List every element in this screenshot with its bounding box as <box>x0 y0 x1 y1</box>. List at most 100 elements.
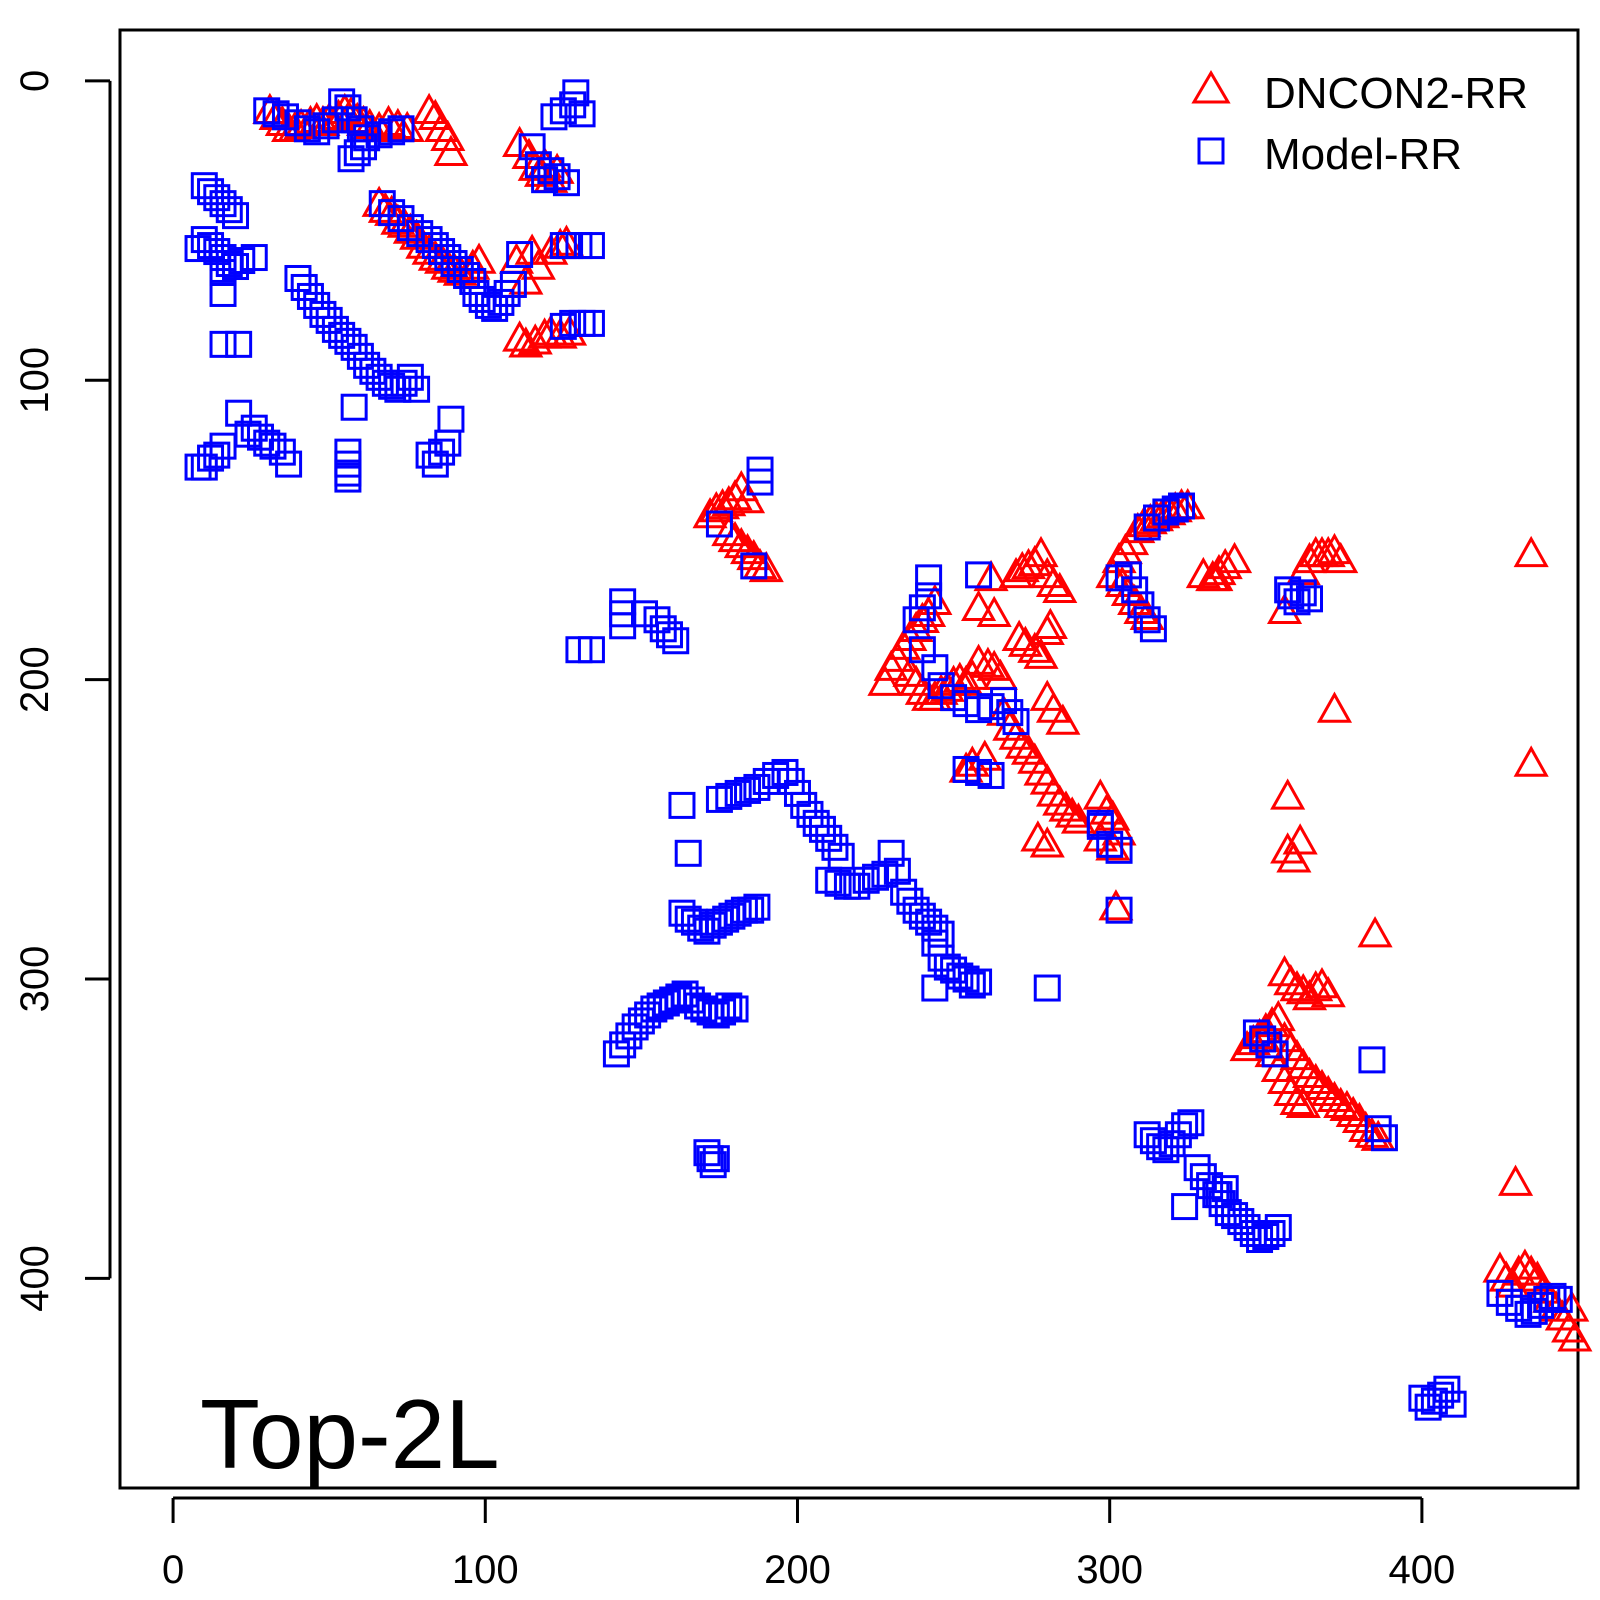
model-point <box>577 636 605 664</box>
dncon2-point <box>961 643 997 675</box>
dncon2-point <box>1298 1062 1334 1095</box>
dncon2-point <box>1507 1248 1543 1280</box>
model-point <box>209 432 237 460</box>
dncon2-point <box>711 514 747 547</box>
model-point <box>958 971 986 999</box>
model-point <box>1121 576 1149 604</box>
model-point <box>225 399 253 427</box>
model-point <box>977 761 1005 789</box>
model-point <box>378 118 406 146</box>
model-point <box>1539 1282 1567 1310</box>
model-point <box>737 896 765 924</box>
dncon2-point <box>1316 1080 1353 1113</box>
model-point <box>209 279 237 307</box>
dncon2-point <box>1035 565 1072 598</box>
dncon2-point <box>1054 796 1090 828</box>
model-point <box>1002 708 1030 736</box>
model-point <box>493 279 521 307</box>
model-point <box>453 261 481 289</box>
dncon2-point <box>1048 790 1084 822</box>
dncon2-point <box>533 314 569 346</box>
model-point <box>915 564 943 592</box>
model-point <box>549 312 577 340</box>
model-point <box>674 839 702 867</box>
dncon2-point <box>1045 703 1081 735</box>
model-point <box>518 133 546 161</box>
model-point <box>1167 492 1195 520</box>
dncon2-point <box>970 646 1006 678</box>
dncon2-point <box>1060 802 1097 834</box>
model-point <box>668 791 696 819</box>
model-point <box>655 621 683 649</box>
model-point <box>1161 495 1189 523</box>
dncon2-point <box>1497 1164 1534 1196</box>
dncon2-point <box>1004 550 1040 583</box>
model-point <box>312 112 340 140</box>
dncon2-point <box>1276 841 1312 873</box>
x-tick-label: 0 <box>162 1548 184 1592</box>
dncon2-point <box>430 119 466 151</box>
model-point <box>883 857 911 885</box>
model-point <box>1255 1031 1283 1059</box>
model-point <box>284 109 312 137</box>
model-point <box>1433 1375 1461 1403</box>
model-point <box>852 866 880 894</box>
dncon2-point <box>1304 1068 1340 1101</box>
model-point <box>253 429 281 457</box>
y-tick-label: 100 <box>13 347 57 414</box>
dncon2-point <box>961 589 997 622</box>
dncon2-point <box>1285 1086 1321 1118</box>
x-tick-label: 400 <box>1389 1548 1456 1592</box>
model-point <box>552 169 580 197</box>
model-point <box>184 453 212 481</box>
model-point <box>921 974 949 1002</box>
model-point <box>821 833 849 861</box>
model-point <box>1205 1181 1233 1209</box>
model-point <box>715 782 743 810</box>
dncon2-point <box>1513 745 1549 777</box>
model-point <box>1133 513 1161 541</box>
series-square-group <box>184 79 1573 1421</box>
panel-label: Top-2L <box>200 1379 500 1489</box>
model-point <box>225 330 253 358</box>
y-tick-label: 0 <box>13 70 57 92</box>
dncon2-point <box>729 532 766 565</box>
dncon2-point <box>748 550 784 583</box>
model-point <box>1486 1279 1514 1307</box>
y-tick-label: 400 <box>13 1245 57 1312</box>
dncon2-point <box>1023 535 1059 568</box>
model-point <box>705 510 733 538</box>
model-point <box>1211 1175 1239 1203</box>
model-point <box>499 270 527 298</box>
dncon2-point <box>1020 820 1056 852</box>
dncon2-point <box>1017 631 1053 663</box>
dncon2-point <box>1329 1089 1365 1121</box>
model-point <box>662 627 690 655</box>
points-layer <box>184 79 1593 1421</box>
model-point <box>702 1145 730 1173</box>
model-point <box>965 561 993 589</box>
dncon2-point <box>1042 784 1078 816</box>
model-point <box>921 914 949 942</box>
dncon2-point <box>729 481 766 514</box>
model-point <box>209 330 237 358</box>
model-point <box>1152 498 1180 526</box>
model-point <box>877 839 905 867</box>
model-point <box>721 995 749 1023</box>
model-point <box>715 992 743 1020</box>
model-point <box>1114 561 1142 589</box>
model-point <box>1105 896 1133 924</box>
dncon2-point <box>1357 916 1393 948</box>
model-point <box>568 100 596 128</box>
dncon2-point <box>1279 1083 1315 1115</box>
dncon2-point <box>976 595 1012 627</box>
legend-marker-square <box>1197 137 1225 165</box>
legend-label-model: Model-RR <box>1264 130 1462 179</box>
model-point <box>378 199 406 227</box>
dncon2-point <box>1001 619 1037 651</box>
dncon2-point <box>704 487 741 520</box>
model-point <box>253 97 281 125</box>
model-point <box>437 405 465 433</box>
dncon2-point <box>1282 823 1318 855</box>
